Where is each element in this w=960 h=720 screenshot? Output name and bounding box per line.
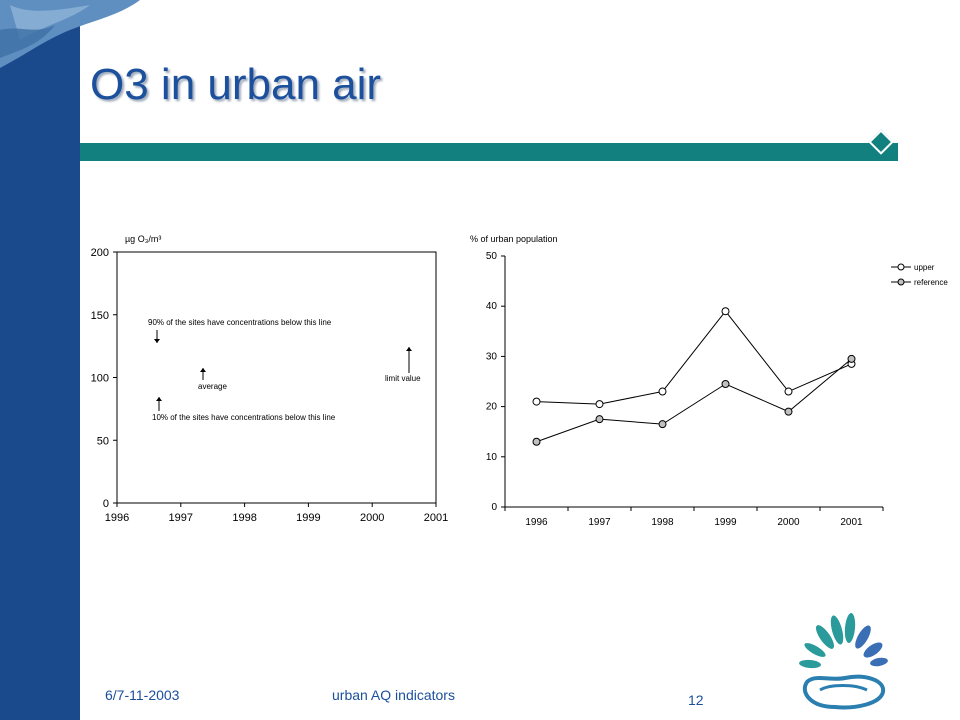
point-reference — [658, 420, 667, 429]
x-tick-label: 1998 — [651, 517, 674, 528]
line-chart: 0 10 20 30 40 50 1996 1997 1998 1999 2000 2001 uppe… — [470, 234, 948, 528]
leaf-logo-icon — [799, 613, 888, 710]
arrow-limit-head — [406, 347, 412, 351]
sidebar-band — [0, 0, 80, 720]
point-upper — [721, 307, 730, 316]
title-rule — [80, 143, 898, 161]
y-tick-label: 10 — [486, 452, 498, 463]
left-chart: 0 50 100 150 200 1996 1997 1998 1999 2000 2001 µg … — [80, 225, 460, 550]
plot-frame — [116, 251, 437, 504]
point-upper — [532, 397, 541, 406]
point-upper — [784, 387, 793, 396]
x-tick-label: 2001 — [840, 517, 863, 528]
annotation-p90: 90% of the sites have concentrations bel… — [148, 318, 332, 327]
arrow-average-head — [200, 368, 206, 372]
y-tick-label: 100 — [91, 373, 109, 385]
page-number: 12 — [688, 692, 704, 708]
axes-layer: 0 10 20 30 40 50 1996 1997 1998 1999 2000 2001 — [486, 251, 884, 528]
series-layer — [532, 307, 856, 446]
annotation-p10: 10% of the sites have concentrations bel… — [152, 413, 336, 422]
x-tick-label: 2000 — [360, 512, 384, 524]
y-axis-label: % of urban population — [470, 234, 558, 244]
area-chart: 0 50 100 150 200 1996 1997 1998 1999 2000 2001 µg … — [91, 234, 449, 524]
x-tick-label: 1996 — [525, 517, 548, 528]
annotation-limit-value: limit value — [385, 374, 421, 383]
y-tick-label: 50 — [97, 435, 109, 447]
y-tick-label: 150 — [91, 310, 109, 322]
x-tick-label: 1999 — [714, 517, 737, 528]
x-tick-label: 1999 — [296, 512, 320, 524]
right-chart: 0 10 20 30 40 50 1996 1997 1998 1999 2000 2001 uppe… — [465, 225, 960, 550]
legend: upper reference — [891, 263, 948, 287]
point-reference — [721, 380, 730, 389]
point-upper — [595, 400, 604, 409]
y-tick-label: 40 — [486, 301, 498, 312]
axes-layer: 0 50 100 150 200 1996 1997 1998 1999 2000 2001 — [91, 247, 449, 524]
x-tick-label: 1997 — [169, 512, 193, 524]
x-tick-label: 1998 — [232, 512, 256, 524]
legend-marker-upper — [897, 263, 905, 271]
y-tick-label: 20 — [486, 402, 498, 413]
y-tick-label: 0 — [103, 498, 109, 510]
footer-center: urban AQ indicators — [332, 687, 455, 703]
point-reference — [532, 437, 541, 446]
x-tick-label: 2000 — [777, 517, 800, 528]
x-tick-label: 1997 — [588, 517, 611, 528]
series-line-reference — [536, 358, 852, 443]
point-reference — [847, 354, 856, 363]
corner-map-graphic — [0, 0, 140, 68]
series-line-upper — [536, 310, 852, 405]
annotation-average: average — [198, 382, 227, 391]
y-tick-label: 30 — [486, 351, 498, 362]
y-tick-label: 50 — [486, 251, 498, 262]
point-reference — [595, 415, 604, 424]
y-axis-label: µg O₃/m³ — [125, 234, 161, 244]
arrow-p90-head — [154, 339, 160, 343]
point-reference — [784, 407, 793, 416]
legend-marker-reference — [897, 278, 905, 286]
legend-label-upper: upper — [914, 263, 935, 272]
x-tick-label: 1996 — [105, 512, 129, 524]
y-tick-label: 200 — [91, 247, 109, 259]
slide-title: O3 in urban air — [90, 60, 382, 109]
legend-label-reference: reference — [914, 278, 948, 287]
annotation-arrows — [154, 330, 412, 411]
point-upper — [658, 387, 667, 396]
footer-date: 6/7-11-2003 — [105, 687, 180, 703]
arrow-p10-head — [156, 397, 162, 401]
y-tick-label: 0 — [491, 502, 497, 513]
x-tick-label: 2001 — [424, 512, 448, 524]
